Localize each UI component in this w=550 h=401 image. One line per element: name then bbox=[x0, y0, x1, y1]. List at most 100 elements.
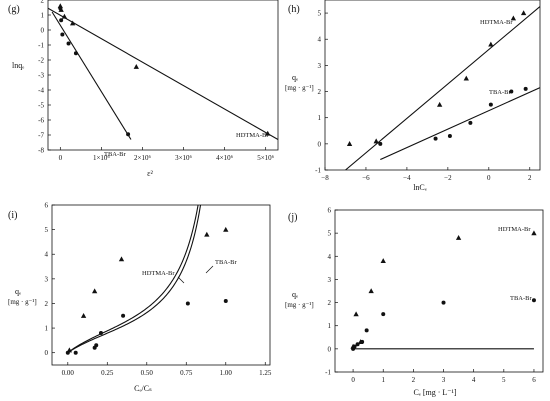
y-tick-label: 6 bbox=[328, 207, 332, 215]
series-annotation: HDTMA-Br bbox=[498, 226, 531, 233]
chart-panel-2: −8 −6 −4 −2 0 2 -1 0 1 2 3 4 5 (h) qₑ [mg · g⁻¹] lnCₑ HDT… bbox=[285, 0, 541, 192]
y-tick-label: 0 bbox=[45, 349, 49, 357]
x-tick-label: 4×10⁶ bbox=[216, 154, 233, 162]
x-tick-label: 2 bbox=[412, 376, 416, 384]
data-point-tba-br bbox=[223, 299, 228, 303]
y-axis-unit: [mg · g⁻¹] bbox=[285, 84, 314, 92]
data-point-tba-br bbox=[126, 132, 131, 137]
data-point-tba-br bbox=[523, 86, 528, 91]
series-annotation: TBA-Br bbox=[510, 295, 533, 302]
y-tick-label: 4 bbox=[318, 36, 322, 44]
x-tick-label: 0.00 bbox=[62, 369, 75, 377]
y-axis-label: qₑ bbox=[292, 73, 298, 82]
data-point-hdtma-br bbox=[118, 256, 125, 262]
panel-label: (j) bbox=[288, 212, 297, 223]
data-point-hdtma-br bbox=[223, 226, 229, 232]
y-axis-label: lnqₑ bbox=[12, 61, 24, 70]
y-tick-label: -8 bbox=[38, 147, 44, 155]
y-tick-label: 2 bbox=[328, 299, 332, 307]
data-point-hdtma-br bbox=[510, 15, 517, 21]
x-axis-label: lnCₑ bbox=[413, 183, 427, 192]
x-tick-label: 2×10⁶ bbox=[134, 154, 151, 162]
plot-frame bbox=[47, 0, 279, 151]
chart-panel-3: 0.00 0.25 0.50 0.75 1.00 1.25 0 1 2 3 4 5 6 (i) qₑ [mg … bbox=[8, 202, 272, 394]
x-tick-label: 0 bbox=[351, 376, 355, 384]
data-point-hdtma-br bbox=[353, 311, 359, 317]
data-point-tba-br bbox=[185, 301, 190, 306]
data-point-hdtma-br bbox=[80, 312, 87, 318]
y-tick-label: 5 bbox=[318, 10, 322, 18]
data-point-tba-br bbox=[433, 136, 438, 141]
series-annotation: TBA-Br bbox=[104, 151, 127, 158]
data-point-hdtma-br bbox=[455, 234, 462, 240]
panel-label: (i) bbox=[8, 210, 17, 221]
data-point-tba-br bbox=[58, 6, 63, 11]
data-point-tba-br bbox=[441, 300, 446, 305]
data-point-tba-br bbox=[352, 344, 357, 349]
x-tick-label: 0 bbox=[487, 174, 491, 182]
series-annotation: TBA-Br bbox=[489, 89, 512, 96]
data-point-hdtma-br bbox=[61, 13, 68, 19]
data-point-hdtma-br bbox=[373, 138, 379, 144]
data-point-tba-br bbox=[73, 51, 78, 56]
y-tick-label: 1 bbox=[41, 12, 45, 20]
data-point-tba-br bbox=[509, 89, 514, 94]
x-tick-label: 1.00 bbox=[220, 369, 233, 377]
data-point-hdtma-br bbox=[69, 20, 76, 26]
data-point-tba-br bbox=[60, 32, 65, 37]
data-point-tba-br bbox=[360, 339, 365, 344]
y-tick-label: 1 bbox=[318, 114, 322, 122]
series-annotation: TBA-Br bbox=[215, 259, 238, 266]
data-point-tba-br bbox=[488, 102, 493, 107]
data-point-hdtma-br bbox=[265, 130, 271, 136]
plot-frame bbox=[324, 0, 541, 171]
y-tick-label: -1 bbox=[38, 42, 44, 50]
data-point-tba-br bbox=[94, 343, 99, 348]
data-point-hdtma-br bbox=[437, 101, 443, 107]
data-point-hdtma-br bbox=[531, 230, 537, 236]
data-point-hdtma-br bbox=[133, 63, 139, 69]
x-tick-label: 3 bbox=[442, 376, 446, 384]
data-point-hdtma-br bbox=[346, 141, 353, 146]
x-tick-label: 0.75 bbox=[180, 369, 193, 377]
x-axis-label: ε² bbox=[147, 169, 153, 178]
data-point-tba-br bbox=[98, 331, 103, 335]
fit-line-hdtma-br bbox=[345, 6, 540, 170]
annotation-leader bbox=[177, 276, 185, 284]
y-axis-label: qₑ bbox=[292, 290, 298, 299]
y-axis-label: qₑ bbox=[15, 287, 21, 296]
data-point-tba-br bbox=[355, 342, 360, 347]
y-tick-label: 0 bbox=[41, 27, 45, 35]
x-tick-label: 1.25 bbox=[259, 369, 272, 377]
annotation-leader bbox=[205, 265, 214, 274]
y-tick-label: 0 bbox=[328, 345, 332, 353]
data-point-tba-br bbox=[121, 313, 126, 318]
data-point-hdtma-br bbox=[488, 41, 494, 47]
data-point-tba-br bbox=[447, 134, 452, 138]
y-tick-label: 5 bbox=[45, 226, 49, 234]
y-tick-label: -7 bbox=[38, 132, 44, 140]
y-axis-unit: [mg · g⁻¹] bbox=[8, 298, 37, 306]
x-tick-label: −6 bbox=[362, 174, 370, 182]
y-tick-label: 0 bbox=[318, 140, 322, 148]
y-tick-label: -1 bbox=[315, 167, 321, 175]
fit-line-tba-br bbox=[51, 11, 132, 140]
y-tick-label: 1 bbox=[45, 325, 49, 333]
y-tick-label: 1 bbox=[328, 322, 332, 330]
data-point-hdtma-br bbox=[463, 75, 469, 81]
x-tick-label: 0.25 bbox=[101, 369, 114, 377]
x-tick-label: 6 bbox=[532, 376, 536, 384]
x-axis-label: Cₑ/Cₛ bbox=[134, 384, 152, 393]
data-point-hdtma-br bbox=[520, 10, 527, 16]
x-tick-label: −4 bbox=[403, 174, 411, 182]
panel-label: (g) bbox=[8, 4, 20, 15]
series-annotation: HDTMA-Br bbox=[236, 132, 269, 139]
plot-area bbox=[345, 6, 540, 170]
plot-frame bbox=[334, 209, 544, 373]
x-tick-label: 5 bbox=[502, 376, 506, 384]
fit-line-tba-br bbox=[67, 205, 202, 354]
x-tick-label: 0.50 bbox=[141, 369, 154, 377]
panel-label: (h) bbox=[288, 4, 300, 15]
y-tick-label: 3 bbox=[328, 276, 332, 284]
plot-area bbox=[48, 7, 278, 140]
